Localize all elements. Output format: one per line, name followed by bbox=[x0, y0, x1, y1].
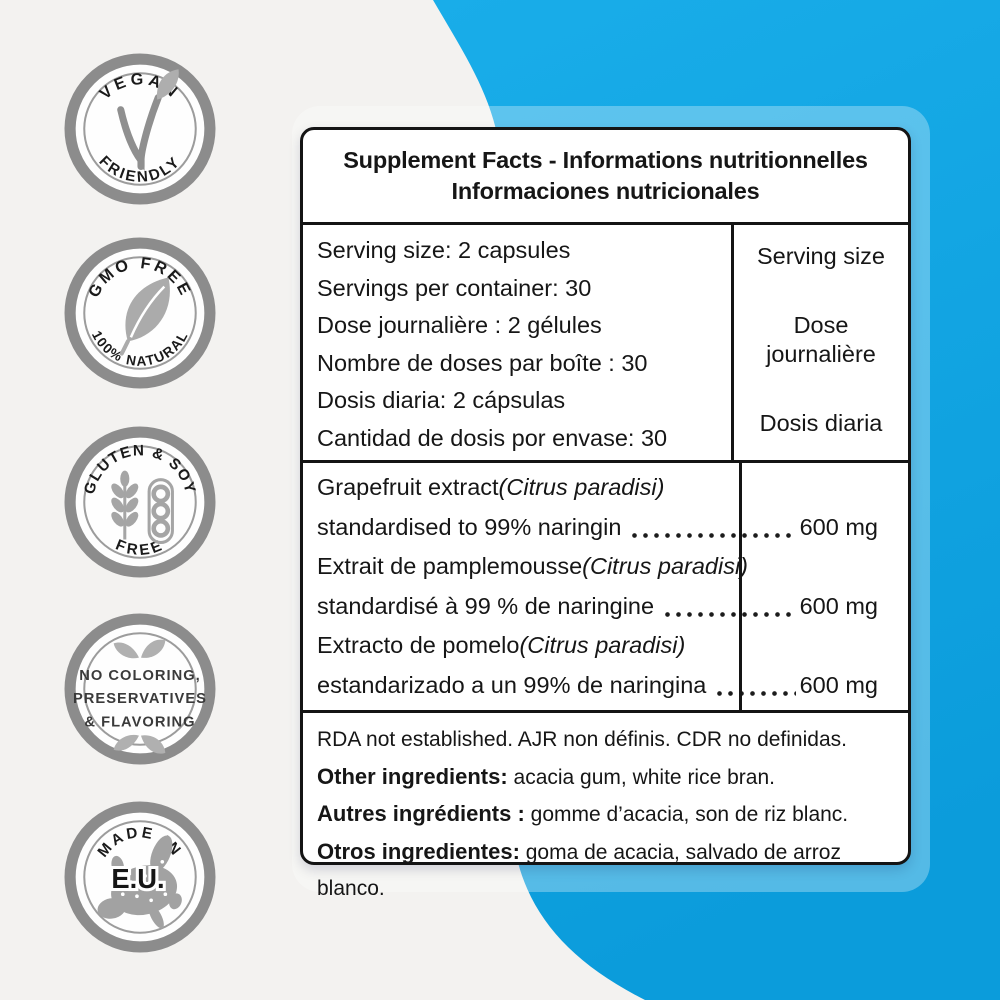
vegan-v-leaf-icon: VEGAN FRIENDLY bbox=[64, 53, 216, 205]
natural-leaf-icon: GMO FREE 100% NATURAL bbox=[64, 237, 216, 389]
ingredient-row: Extracto de pomelo (Citrus paradisi) bbox=[303, 626, 908, 666]
other-ingredients-fr-text: gomme d’acacia, son de riz blanc. bbox=[524, 803, 849, 826]
other-ingredients-fr-label: Autres ingrédients : bbox=[317, 801, 525, 826]
leaf-glyph bbox=[119, 277, 170, 356]
other-ingredients-section: RDA not established. AJR non définis. CD… bbox=[303, 713, 908, 908]
ingredient-row: standardised to 99% naringin 600 mg bbox=[303, 508, 908, 548]
other-ingredients-en: Other ingredients: acacia gum, white ric… bbox=[317, 759, 898, 797]
wheat-and-soy-icon: GLUTEN & SOY FREE bbox=[64, 426, 216, 578]
dotted-leader bbox=[629, 533, 796, 538]
other-ingredients-es: Otros ingredientes: goma de acacia, salv… bbox=[317, 834, 898, 908]
ingredient-latin-name: (Citrus paradisi) bbox=[519, 632, 686, 658]
svg-text:NO COLORING,: NO COLORING, bbox=[79, 668, 201, 684]
other-ingredients-en-label: Other ingredients: bbox=[317, 763, 508, 789]
serving-line: Cantidad de dosis por envase: 30 bbox=[317, 424, 668, 451]
ingredient-name: Extracto de pomelo bbox=[317, 632, 520, 658]
other-ingredients-en-text: acacia gum, white rice bran. bbox=[507, 765, 775, 789]
badge-no-additives: NO COLORING, PRESERVATIVES & FLAVORING bbox=[64, 613, 216, 765]
bottom-leaves-glyph bbox=[113, 734, 166, 754]
top-leaves-glyph bbox=[113, 639, 166, 659]
ingredient-name: Extrait de pamplemousse bbox=[317, 553, 583, 579]
other-ingredients-es-label: Otros ingredientes: bbox=[317, 838, 520, 864]
badge-gmo-free: GMO FREE 100% NATURAL bbox=[64, 237, 216, 389]
eu-label: E.U. bbox=[111, 863, 164, 894]
ingredient-row: Extrait de pamplemousse (Citrus paradisi… bbox=[303, 547, 908, 587]
serving-line: Nombre de doses par boîte : 30 bbox=[317, 349, 648, 376]
europe-map-icon: MADE IN E.U. bbox=[64, 801, 216, 953]
rda-note-text: RDA not established. AJR non définis. CD… bbox=[317, 728, 847, 751]
ingredient-row: standardisé à 99 % de naringine 600 mg bbox=[303, 587, 908, 627]
ingredient-amount: 600 mg bbox=[799, 671, 878, 698]
dosis-diaria-label: Dosis diaria bbox=[759, 410, 883, 436]
ingredient-name: estandarizado a un 99% de naringina bbox=[317, 671, 707, 698]
v-glyph bbox=[117, 69, 179, 172]
europe-stars bbox=[120, 859, 168, 903]
ingredient-name: standardisé à 99 % de naringine bbox=[317, 592, 655, 619]
ingredient-amount: 600 mg bbox=[799, 592, 878, 619]
europe-landmass bbox=[97, 835, 182, 929]
rda-note: RDA not established. AJR non définis. CD… bbox=[317, 721, 898, 759]
ingredient-row: Grapefruit extract (Citrus paradisi) bbox=[303, 468, 908, 508]
serving-section: Serving size: 2 capsules Servings per co… bbox=[303, 225, 908, 463]
ingredient-latin-name: (Citrus paradisi) bbox=[582, 553, 748, 579]
panel-title-line2: Informaciones nutricionales bbox=[451, 178, 760, 204]
serving-size-label: Serving size bbox=[757, 243, 885, 269]
double-leaves-icon: NO COLORING, PRESERVATIVES & FLAVORING bbox=[64, 613, 216, 765]
panel-title-line1: Supplement Facts - Informations nutritio… bbox=[343, 147, 868, 173]
dotted-leader bbox=[662, 612, 796, 617]
serving-line: Dose journalière : 2 gélules bbox=[317, 312, 602, 338]
ingredients-section: Grapefruit extract (Citrus paradisi) sta… bbox=[303, 463, 908, 713]
serving-line: Serving size: 2 capsules bbox=[317, 237, 571, 263]
dotted-leader bbox=[714, 691, 796, 696]
wheat-glyph bbox=[111, 470, 139, 540]
soy-pod-glyph bbox=[147, 478, 174, 545]
badge-made-in-eu: MADE IN E.U. bbox=[64, 801, 216, 953]
ingredient-name: standardised to 99% naringin bbox=[317, 513, 622, 540]
other-ingredients-fr: Autres ingrédients : gomme d’acacia, son… bbox=[317, 796, 898, 834]
ingredient-name: Grapefruit extract bbox=[317, 474, 499, 500]
ingredient-amount: 600 mg bbox=[799, 513, 878, 540]
ingredient-row: estandarizado a un 99% de naringina 600 … bbox=[303, 666, 908, 706]
serving-size-column: Serving size Dose journalière Dosis diar… bbox=[731, 225, 908, 460]
serving-details: Serving size: 2 capsules Servings per co… bbox=[303, 225, 731, 460]
badge-vegan-friendly: VEGAN FRIENDLY bbox=[64, 53, 216, 205]
column-divider bbox=[739, 463, 742, 710]
serving-line: Dosis diaria: 2 cápsulas bbox=[317, 387, 566, 413]
svg-text:FREE: FREE bbox=[113, 537, 167, 560]
serving-line: Servings per container: 30 bbox=[317, 274, 592, 301]
panel-title: Supplement Facts - Informations nutritio… bbox=[303, 130, 908, 225]
ingredient-latin-name: (Citrus paradisi) bbox=[498, 474, 665, 500]
svg-text:PRESERVATIVES: PRESERVATIVES bbox=[73, 691, 207, 707]
supplement-facts-panel: Supplement Facts - Informations nutritio… bbox=[300, 127, 911, 900]
svg-text:& FLAVORING: & FLAVORING bbox=[84, 714, 195, 730]
dose-journaliere-label: Dose journalière bbox=[766, 312, 876, 367]
other-ingredients-es-text: goma de acacia, salvado de arroz blanco. bbox=[317, 840, 841, 901]
badge-gluten-soy-free: GLUTEN & SOY FREE bbox=[64, 426, 216, 578]
